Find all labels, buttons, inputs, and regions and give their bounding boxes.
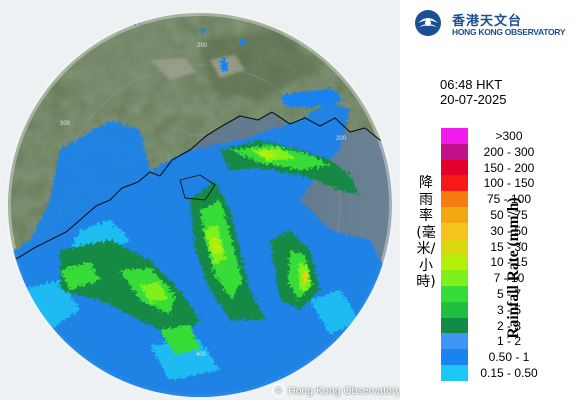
range-label: 200 bbox=[336, 136, 347, 142]
legend-swatch bbox=[441, 175, 468, 192]
legend-item: 30 - 50 bbox=[441, 222, 577, 239]
legend-label: 50 - 75 bbox=[490, 208, 528, 222]
radar-map-image: 200 300 400 200 bbox=[0, 0, 400, 400]
legend-item: 7 - 10 bbox=[441, 270, 577, 286]
legend-swatch bbox=[441, 286, 468, 302]
legend-title-english: Rainfall Rate (mm/h) bbox=[505, 197, 522, 339]
legend-label: 3 - 5 bbox=[496, 302, 521, 317]
legend-swatch bbox=[441, 128, 468, 144]
legend-label: 0.50 - 1 bbox=[488, 350, 530, 365]
legend-item: 15 - 30 bbox=[441, 238, 577, 255]
legend-swatch bbox=[441, 317, 468, 334]
range-label: 200 bbox=[197, 43, 208, 49]
legend-swatch bbox=[441, 333, 468, 350]
logo-english-name: HONG KONG OBSERVATORY bbox=[452, 27, 566, 37]
legend-swatch bbox=[441, 365, 468, 381]
legend-label: 2 - 3 bbox=[496, 318, 521, 333]
legend-item: 150 - 200 bbox=[441, 159, 577, 176]
copyright-notice: © Hong Kong Observatory bbox=[272, 384, 400, 397]
observation-date: 20-07-2025 bbox=[440, 92, 507, 107]
rainfall-echoes bbox=[8, 18, 390, 397]
legend-item: 200 - 300 bbox=[441, 143, 577, 160]
legend-item: 75 - 100 bbox=[441, 191, 577, 207]
legend-label: >300 bbox=[495, 129, 523, 143]
legend-item: 100 - 150 bbox=[441, 175, 577, 192]
legend-swatch bbox=[441, 270, 468, 286]
copyright-text: Hong Kong Observatory bbox=[288, 385, 400, 397]
copyright-icon: © bbox=[272, 384, 285, 397]
legend-swatch bbox=[441, 349, 468, 365]
legend-item: 50 - 75 bbox=[441, 207, 577, 223]
legend-label: 1 - 2 bbox=[496, 334, 521, 349]
hko-logo[interactable]: 香港天文台 HONG KONG OBSERVATORY bbox=[412, 6, 577, 38]
legend-swatch bbox=[441, 191, 468, 207]
legend-item: 3 - 5 bbox=[441, 301, 577, 318]
legend-title-chinese: 降雨率(毫米/小時) bbox=[416, 175, 436, 290]
legend-label: 150 - 200 bbox=[483, 160, 535, 175]
legend-item: 0.15 - 0.50 bbox=[441, 365, 577, 381]
legend-item: 1 - 2 bbox=[441, 333, 577, 350]
hk-island-outline bbox=[179, 174, 216, 201]
legend-label: 7 - 10 bbox=[493, 271, 525, 286]
legend-label: 10 - 15 bbox=[490, 255, 528, 270]
legend-swatch bbox=[441, 238, 468, 255]
coastline bbox=[8, 111, 392, 263]
observation-time: 06:48 HKT bbox=[440, 77, 503, 92]
legend-label: 30 - 50 bbox=[490, 223, 528, 238]
legend-item: 10 - 15 bbox=[441, 254, 577, 271]
legend-label: 200 - 300 bbox=[483, 144, 535, 159]
logo-chinese-name: 香港天文台 bbox=[452, 14, 523, 29]
legend-swatch bbox=[441, 159, 468, 176]
hko-emblem-icon bbox=[415, 10, 441, 36]
info-panel: 香港天文台 HONG KONG OBSERVATORY 06:48 HKT 20… bbox=[400, 0, 577, 400]
legend-swatch bbox=[441, 301, 468, 318]
out-of-range-mask bbox=[0, 0, 400, 400]
legend-label: 0.15 - 0.50 bbox=[480, 366, 538, 380]
legend-label: 100 - 150 bbox=[483, 176, 535, 191]
legend-item: 0.50 - 1 bbox=[441, 349, 577, 365]
legend-label: 5 - 7 bbox=[496, 287, 521, 301]
legend-swatch bbox=[441, 143, 468, 160]
legend-swatch bbox=[441, 222, 468, 239]
range-label: 400 bbox=[196, 352, 207, 358]
legend-item: 2 - 3 bbox=[441, 317, 577, 334]
range-label: 300 bbox=[60, 121, 71, 127]
legend-swatch bbox=[441, 254, 468, 271]
legend-item: 5 - 7 bbox=[441, 286, 577, 302]
radar-map[interactable]: 200 300 400 200 © Hong Kong Observatory bbox=[0, 0, 400, 400]
legend-swatch bbox=[441, 207, 468, 223]
legend-item: >300 bbox=[441, 128, 577, 144]
legend-label: 15 - 30 bbox=[490, 239, 528, 254]
legend-label: 75 - 100 bbox=[486, 192, 532, 207]
